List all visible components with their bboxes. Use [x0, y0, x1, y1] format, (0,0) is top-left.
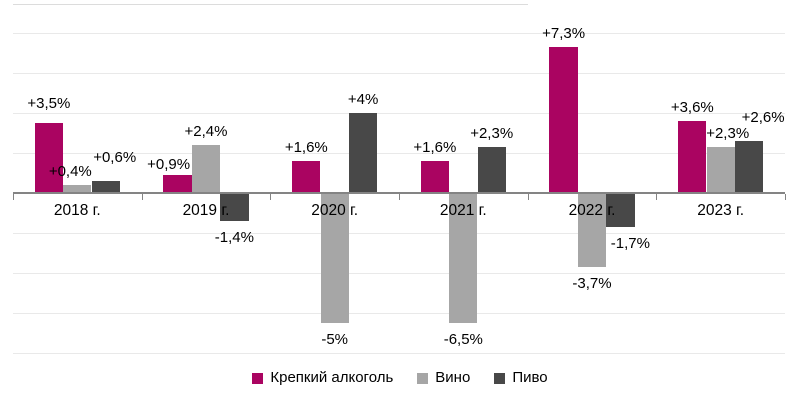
x-axis-label-2021: 2021 г.: [439, 202, 487, 219]
bar-beer-2021: [477, 147, 506, 193]
bar-wine-2023: [706, 147, 735, 193]
legend-label-beer: Пиво: [512, 369, 548, 386]
bar-wine-2019: [191, 145, 221, 193]
x-axis-tick: [527, 194, 529, 200]
data-label-strong-alcohol-2023: +3,6%: [670, 99, 714, 116]
bar-strong-alcohol-2020: [292, 161, 321, 193]
bar-beer-2022: [606, 193, 635, 227]
x-axis-label-2020: 2020 г.: [311, 202, 359, 219]
data-label-wine-2020: -5%: [321, 331, 349, 348]
plot-top-border: [13, 4, 528, 5]
data-label-beer-2022: -1,7%: [610, 235, 650, 252]
legend-item-beer: Пиво: [494, 369, 548, 387]
x-axis-label-2022: 2022 г.: [568, 202, 616, 219]
bar-wine-2021: [449, 193, 478, 323]
gridline: [13, 153, 785, 154]
x-axis-tick: [13, 194, 14, 200]
x-axis-label-2023: 2023 г.: [697, 202, 745, 219]
x-axis-line: [13, 192, 785, 194]
x-axis-tick: [656, 194, 658, 200]
data-label-beer-2021: +2,3%: [470, 125, 514, 142]
chart-legend: Крепкий алкоголь Вино Пиво: [0, 369, 800, 387]
bar-wine-2018: [63, 185, 92, 193]
data-label-beer-2023: +2,6%: [741, 109, 785, 126]
data-label-strong-alcohol-2019: +0,9%: [147, 156, 191, 173]
gridline: [13, 33, 785, 34]
data-label-strong-alcohol-2021: +1,6%: [413, 139, 457, 156]
gridline: [13, 353, 785, 354]
data-label-wine-2022: -3,7%: [572, 275, 612, 292]
gridline: [13, 233, 785, 234]
data-label-wine-2018: +0,4%: [48, 163, 92, 180]
bar-strong-alcohol-2022: [549, 47, 578, 193]
legend-item-strong-alcohol: Крепкий алкоголь: [252, 369, 393, 387]
data-label-beer-2018: +0,6%: [93, 149, 137, 166]
bar-strong-alcohol-2018: [34, 123, 64, 193]
bar-wine-2020: [320, 193, 349, 323]
data-label-wine-2019: +2,4%: [184, 123, 228, 140]
legend-swatch-wine: [417, 372, 429, 384]
bar-beer-2018: [91, 181, 120, 193]
legend-swatch-beer: [494, 372, 506, 384]
legend-label-wine: Вино: [435, 369, 471, 386]
x-axis-label-2018: 2018 г.: [53, 202, 101, 219]
gridline: [13, 73, 785, 74]
bar-beer-2023: [734, 141, 764, 193]
legend-item-wine: Вино: [417, 369, 470, 387]
x-axis-tick: [141, 194, 143, 200]
data-label-wine-2023: +2,3%: [706, 125, 750, 142]
data-label-wine-2021: -6,5%: [443, 331, 483, 348]
gridline: [13, 273, 785, 274]
legend-swatch-strong-alcohol: [252, 372, 264, 384]
bar-strong-alcohol-2023: [678, 121, 707, 193]
bar-wine-2022: [577, 193, 607, 267]
data-label-strong-alcohol-2020: +1,6%: [284, 139, 328, 156]
bar-strong-alcohol-2019: [163, 175, 192, 193]
x-axis-tick: [399, 194, 400, 200]
data-label-beer-2019: -1,4%: [214, 229, 254, 246]
gridline: [13, 313, 785, 314]
x-axis-tick: [270, 194, 272, 200]
x-axis-tick: [785, 194, 786, 200]
bar-strong-alcohol-2021: [420, 161, 450, 193]
x-axis-label-2019: 2019 г.: [182, 202, 230, 219]
data-label-beer-2020: +4%: [347, 91, 379, 108]
bar-beer-2020: [348, 113, 378, 193]
data-label-strong-alcohol-2018: +3,5%: [27, 95, 71, 112]
data-label-strong-alcohol-2022: +7,3%: [542, 25, 586, 42]
bar-beer-2019: [220, 193, 249, 221]
legend-label-strong-alcohol: Крепкий алкоголь: [270, 369, 394, 386]
gridline: [13, 113, 785, 114]
